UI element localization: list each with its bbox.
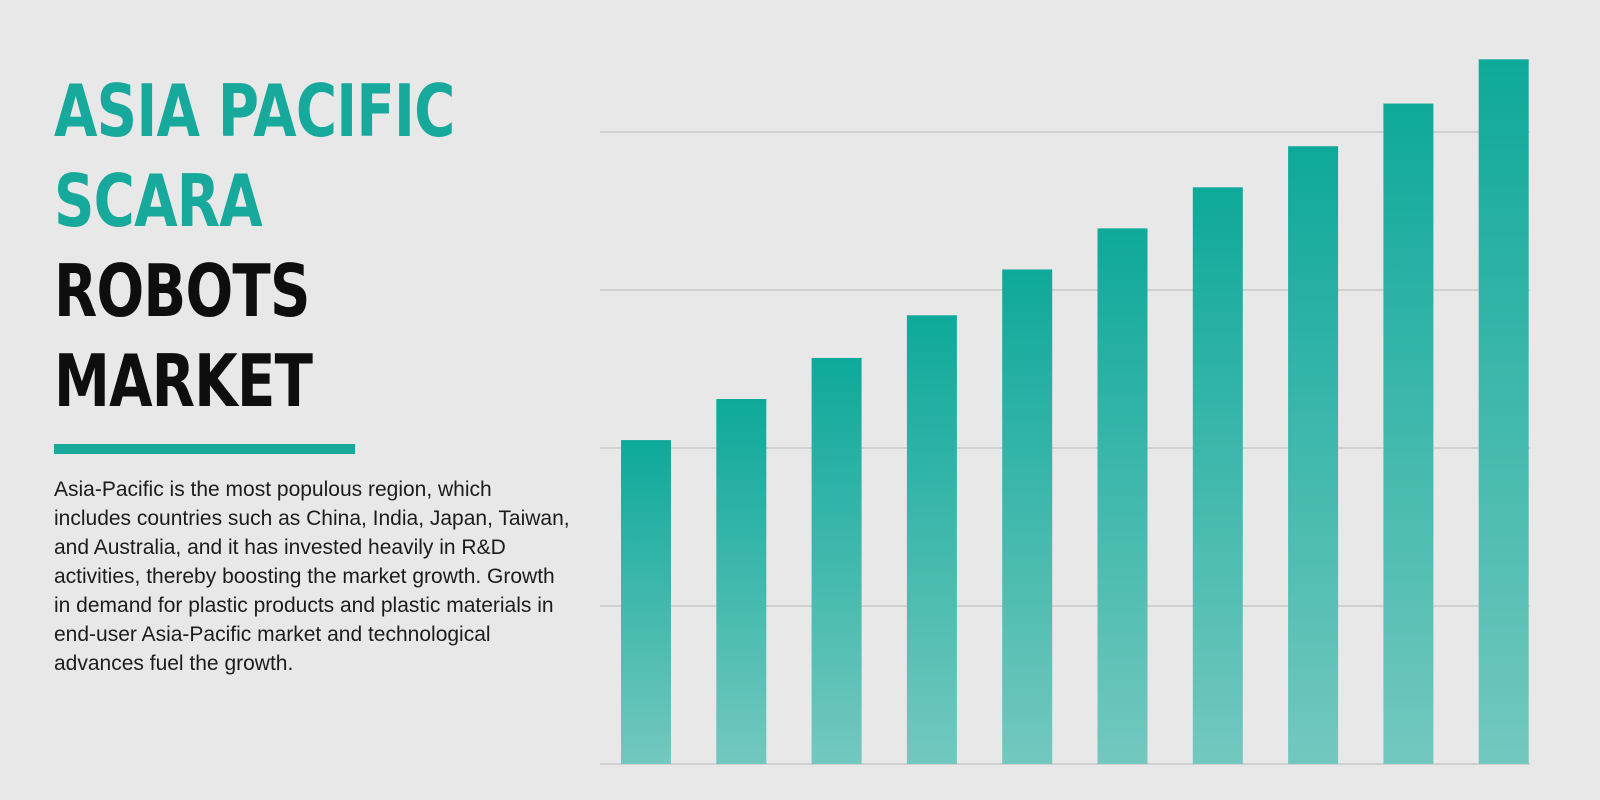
title-line: SCARA — [54, 159, 263, 243]
bar — [1383, 103, 1434, 764]
bar-chart — [600, 59, 1530, 765]
bar — [1478, 59, 1529, 764]
accent-divider — [54, 444, 355, 454]
bar — [1097, 228, 1148, 764]
bar — [811, 357, 862, 764]
bar — [906, 315, 957, 764]
bar — [621, 440, 671, 764]
title-line: ASIA PACIFIC — [54, 69, 455, 153]
description-text: Asia-Pacific is the most populous region… — [54, 478, 570, 675]
bar — [1002, 269, 1053, 764]
bar — [1288, 146, 1339, 765]
bars — [621, 59, 1529, 765]
bar — [1192, 187, 1243, 765]
bar — [716, 399, 767, 764]
page-title: ASIA PACIFIC SCARA ROBOTS MARKET — [54, 66, 455, 426]
title-line: MARKET — [54, 339, 313, 423]
title-line: ROBOTS — [54, 249, 310, 333]
